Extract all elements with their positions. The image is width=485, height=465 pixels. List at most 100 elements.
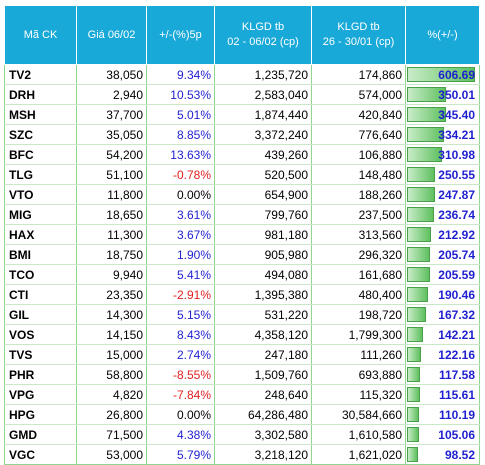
vol2-cell: 420,840: [311, 104, 406, 125]
price-cell: 53,000: [76, 444, 147, 465]
pct-value: 310.98: [438, 147, 475, 162]
price-cell: 37,700: [76, 104, 147, 125]
change-cell: 4.38%: [146, 424, 215, 445]
change-cell: 13.63%: [146, 144, 215, 165]
pct-cell: 345.40: [405, 104, 480, 125]
change-cell: 2.74%: [146, 344, 215, 365]
symbol-cell: TVS: [4, 344, 77, 365]
vol2-cell: 776,640: [311, 124, 406, 145]
pct-cell: 142.21: [405, 324, 480, 345]
table-row: TVS 15,000 2.74% 247,180 111,260 122.16: [4, 344, 480, 365]
vol1-cell: 1,235,720: [214, 64, 312, 85]
symbol-cell: DRH: [4, 84, 77, 105]
pct-bar: [407, 307, 426, 322]
pct-value: 167.32: [438, 307, 475, 322]
vol2-cell: 313,560: [311, 224, 406, 245]
symbol-cell: VOS: [4, 324, 77, 345]
pct-bar: [407, 407, 419, 422]
pct-value: 212.92: [438, 227, 475, 242]
vol2-cell: 148,480: [311, 164, 406, 185]
vol2-cell: 1,621,020: [311, 444, 406, 465]
pct-cell: 350.01: [405, 84, 480, 105]
vol1-cell: 439,260: [214, 144, 312, 165]
pct-bar: [407, 387, 420, 402]
pct-value: 190.46: [438, 287, 475, 302]
pct-cell: 212.92: [405, 224, 480, 245]
change-cell: -7.84%: [146, 384, 215, 405]
table-row: VTO 11,800 0.00% 654,900 188,260 247.87: [4, 184, 480, 205]
header-symbol[interactable]: Mã CK: [4, 5, 77, 65]
vol2-cell: 111,260: [311, 344, 406, 365]
table-row: SZC 35,050 8.85% 3,372,240 776,640 334.21: [4, 124, 480, 145]
header-change[interactable]: +/-(%)5p: [146, 5, 215, 65]
table-row: PHR 58,800 -8.55% 1,509,760 693,880 117.58: [4, 364, 480, 385]
pct-cell: 105.06: [405, 424, 480, 445]
pct-cell: 606.69: [405, 64, 480, 85]
change-cell: 3.67%: [146, 224, 215, 245]
pct-bar: [407, 427, 419, 442]
symbol-cell: MIG: [4, 204, 77, 225]
change-cell: 8.43%: [146, 324, 215, 345]
stock-table: Mã CK Giá 06/02 +/-(%)5p KLGD tb 02 - 06…: [4, 5, 480, 465]
change-cell: -8.55%: [146, 364, 215, 385]
vol2-cell: 174,860: [311, 64, 406, 85]
pct-value: 606.69: [438, 67, 475, 82]
table-row: GIL 14,300 5.15% 531,220 198,720 167.32: [4, 304, 480, 325]
header-vol1[interactable]: KLGD tb 02 - 06/02 (cp): [214, 5, 312, 65]
change-cell: 8.85%: [146, 124, 215, 145]
header-vol2[interactable]: KLGD tb 26 - 30/01 (cp): [311, 5, 406, 65]
table-row: HAX 11,300 3.67% 981,180 313,560 212.92: [4, 224, 480, 245]
table-row: VPG 4,820 -7.84% 248,640 115,320 115.61: [4, 384, 480, 405]
change-cell: -2.91%: [146, 284, 215, 305]
header-price[interactable]: Giá 06/02: [76, 5, 147, 65]
symbol-cell: CTI: [4, 284, 77, 305]
pct-cell: 205.59: [405, 264, 480, 285]
symbol-cell: GMD: [4, 424, 77, 445]
pct-value: 236.74: [438, 207, 475, 222]
change-cell: 10.53%: [146, 84, 215, 105]
vol1-cell: 654,900: [214, 184, 312, 205]
header-vol2-line1: KLGD tb: [337, 21, 380, 33]
pct-bar: [407, 127, 444, 142]
pct-cell: 205.74: [405, 244, 480, 265]
price-cell: 38,050: [76, 64, 147, 85]
vol1-cell: 799,760: [214, 204, 312, 225]
pct-value: 205.74: [438, 247, 475, 262]
header-pct[interactable]: %(+/-): [405, 5, 480, 65]
vol2-cell: 198,720: [311, 304, 406, 325]
pct-value: 350.01: [438, 87, 475, 102]
table-row: TV2 38,050 9.34% 1,235,720 174,860 606.69: [4, 64, 480, 85]
pct-value: 345.40: [438, 107, 475, 122]
vol1-cell: 1,509,760: [214, 364, 312, 385]
table-row: DRH 2,940 10.53% 2,583,040 574,000 350.01: [4, 84, 480, 105]
pct-cell: 98.52: [405, 444, 480, 465]
pct-cell: 115.61: [405, 384, 480, 405]
price-cell: 11,800: [76, 184, 147, 205]
symbol-cell: PHR: [4, 364, 77, 385]
symbol-cell: VTO: [4, 184, 77, 205]
vol2-cell: 237,500: [311, 204, 406, 225]
pct-bar: [407, 87, 446, 102]
price-cell: 15,000: [76, 344, 147, 365]
change-cell: 9.34%: [146, 64, 215, 85]
vol1-cell: 64,286,480: [214, 404, 312, 425]
pct-bar: [407, 367, 420, 382]
symbol-cell: BMI: [4, 244, 77, 265]
pct-value: 98.52: [444, 447, 475, 462]
pct-bar: [407, 207, 434, 222]
stock-table-container: Mã CK Giá 06/02 +/-(%)5p KLGD tb 02 - 06…: [4, 5, 480, 465]
change-cell: 5.79%: [146, 444, 215, 465]
price-cell: 4,820: [76, 384, 147, 405]
pct-bar: [407, 267, 430, 282]
price-cell: 9,940: [76, 264, 147, 285]
price-cell: 54,200: [76, 144, 147, 165]
price-cell: 51,100: [76, 164, 147, 185]
change-cell: 3.61%: [146, 204, 215, 225]
table-row: TLG 51,100 -0.78% 520,500 148,480 250.55: [4, 164, 480, 185]
price-cell: 58,800: [76, 364, 147, 385]
header-vol2-line2: 26 - 30/01 (cp): [322, 36, 395, 48]
pct-cell: 167.32: [405, 304, 480, 325]
vol2-cell: 1,799,300: [311, 324, 406, 345]
change-cell: 0.00%: [146, 184, 215, 205]
symbol-cell: SZC: [4, 124, 77, 145]
